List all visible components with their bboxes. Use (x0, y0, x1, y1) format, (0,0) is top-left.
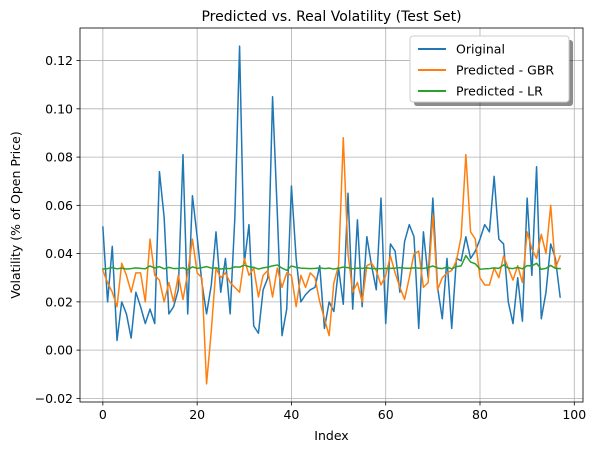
x-tick-label: 20 (189, 407, 205, 422)
y-tick-label: 0.02 (45, 294, 73, 309)
y-tick-label: 0.00 (45, 343, 73, 358)
x-tick-label: 40 (283, 407, 299, 422)
x-tick-label: 100 (562, 407, 586, 422)
y-tick-label: −0.02 (35, 391, 73, 406)
y-tick-label: 0.12 (45, 53, 73, 68)
legend: Original Predicted - GBR Predicted - LR (410, 36, 573, 106)
y-tick-label: 0.04 (45, 246, 73, 261)
legend-label-original: Original (456, 42, 505, 57)
x-tick-label: 0 (99, 407, 107, 422)
legend-label-lr: Predicted - LR (456, 84, 543, 99)
y-tick-label: 0.08 (45, 150, 73, 165)
y-axis-title: Volatility (% of Open Price) (8, 131, 23, 298)
x-tick-label: 80 (472, 407, 488, 422)
y-tick-label: 0.10 (45, 101, 73, 116)
chart-title: Predicted vs. Real Volatility (Test Set) (201, 9, 461, 25)
x-axis-title: Index (314, 428, 348, 443)
y-tick-label: 0.06 (45, 198, 73, 213)
legend-label-gbr: Predicted - GBR (456, 63, 554, 78)
x-tick-label: 60 (378, 407, 394, 422)
